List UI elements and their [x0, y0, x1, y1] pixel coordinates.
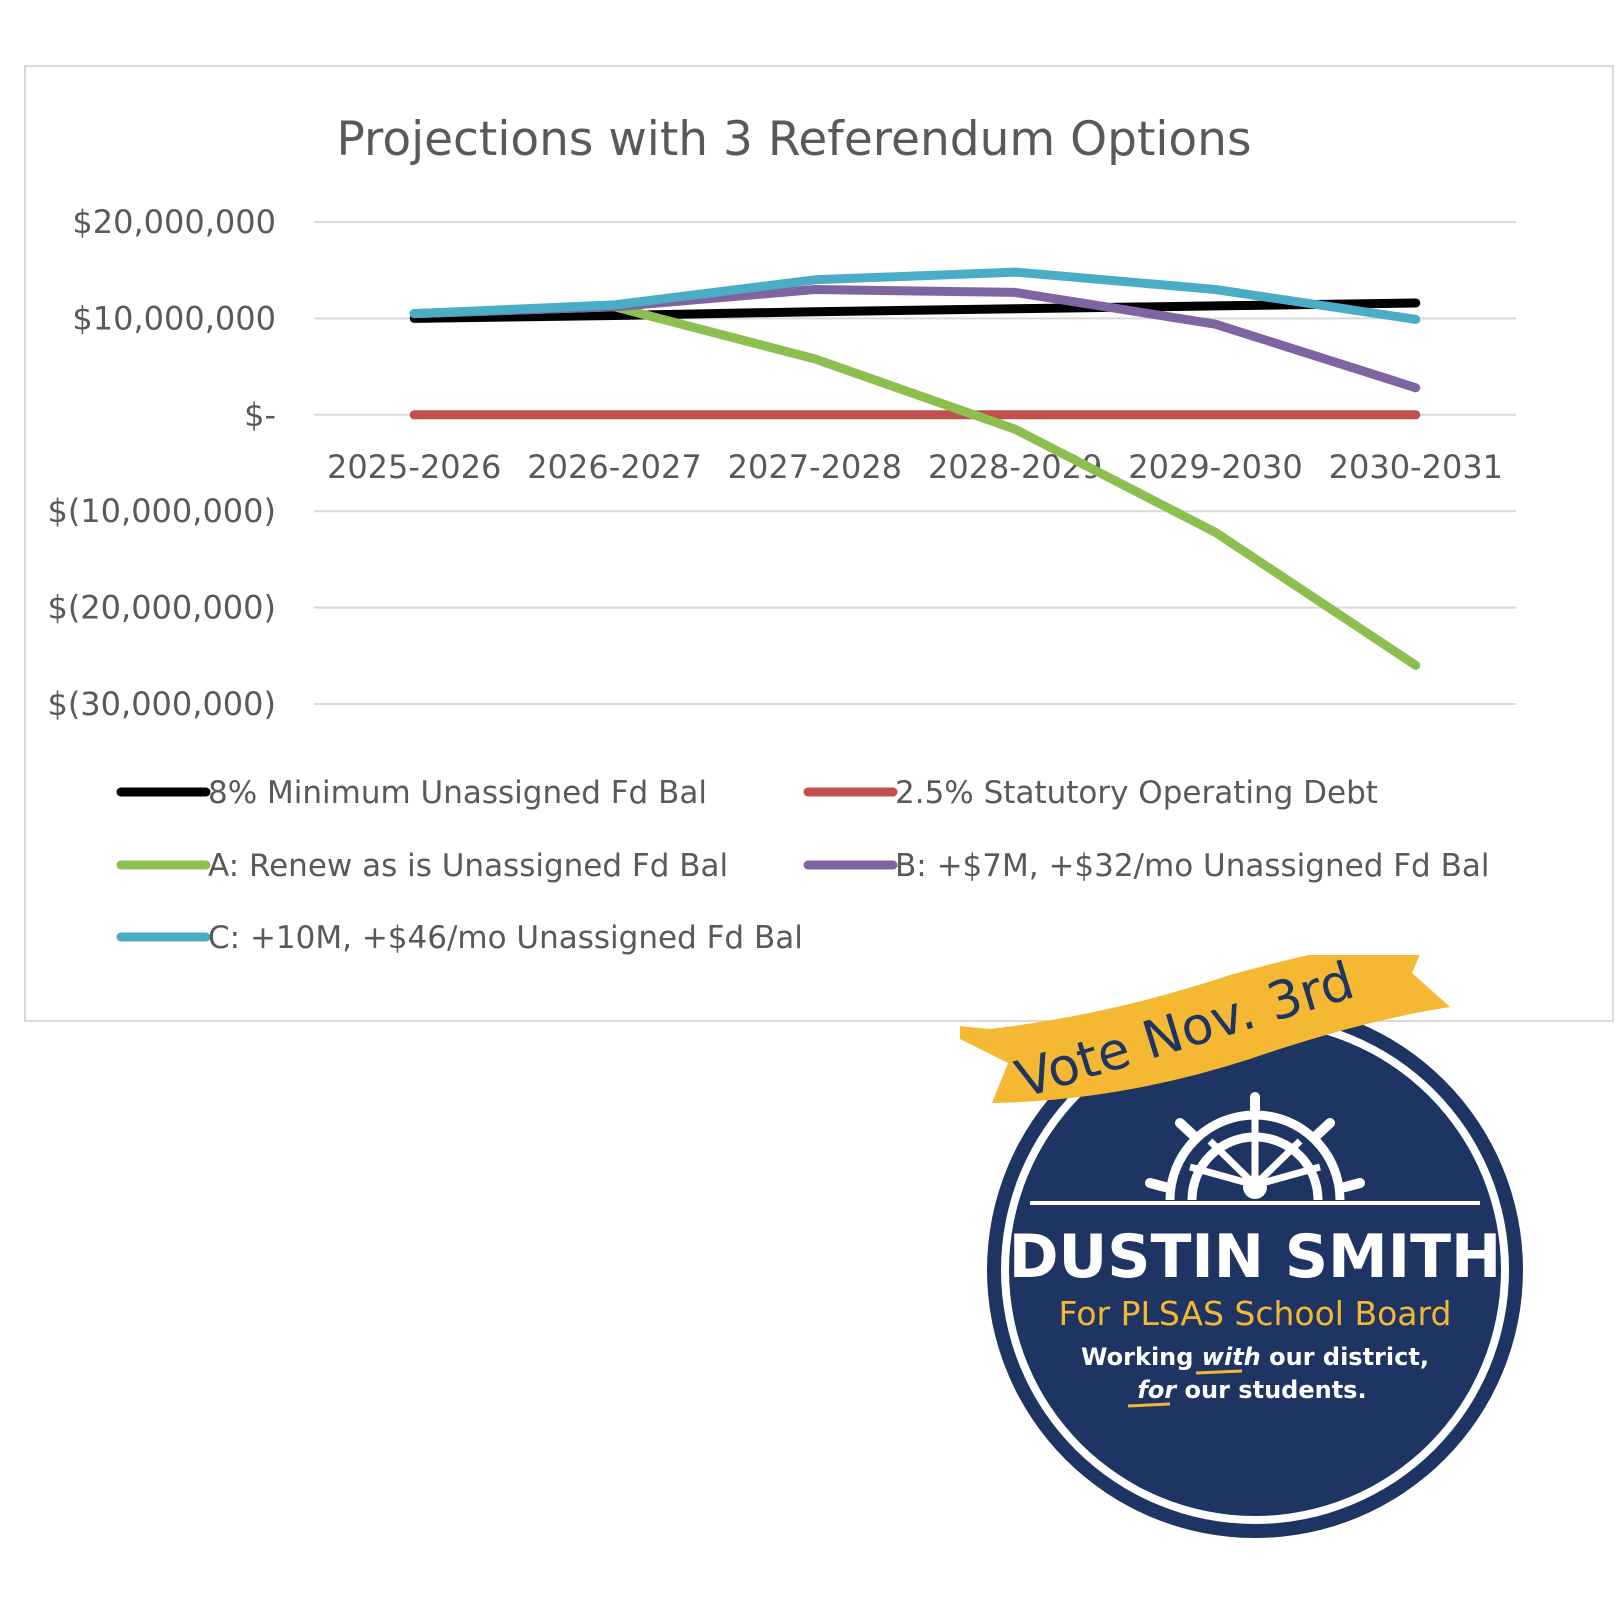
x-tick-label: 2028-2029	[928, 448, 1102, 486]
y-tick-label: $(30,000,000)	[47, 685, 276, 723]
series-lines	[409, 267, 1421, 670]
x-tick-label: 2030-2031	[1329, 448, 1503, 486]
x-tick-label: 2025-2026	[327, 448, 501, 486]
chart-title: Projections with 3 Referendum Options	[337, 112, 1252, 167]
vote-banner	[960, 955, 1450, 1103]
line-chart: Projections with 3 Referendum Options $2…	[47, 112, 1516, 956]
y-tick-label: $(20,000,000)	[47, 589, 276, 627]
legend: 8% Minimum Unassigned Fd Bal 2.5% Statuto…	[116, 775, 1489, 956]
chart-frame: Projections with 3 Referendum Options $2…	[24, 65, 1614, 1022]
legend-label: 2.5% Statutory Operating Debt	[895, 775, 1378, 811]
badge-inner-circle	[1009, 1024, 1501, 1516]
tagline-underline-with	[1195, 1369, 1243, 1375]
x-tick-label: 2026-2027	[527, 448, 701, 486]
y-axis-labels: $20,000,000 $10,000,000 $- $(10,000,000) $(2…	[47, 203, 276, 723]
campaign-badge: DUSTIN SMITH For PLSAS School Board Work…	[960, 955, 1523, 1538]
y-tick-label: $20,000,000	[72, 203, 276, 241]
y-tick-label: $-	[244, 396, 276, 434]
y-tick-label: $(10,000,000)	[47, 492, 276, 530]
legend-label: C: +10M, +$46/mo Unassigned Fd Bal	[208, 920, 803, 956]
x-tick-label: 2029-2030	[1128, 448, 1302, 486]
series-line-3	[409, 302, 1421, 670]
series-line-5	[409, 267, 1421, 324]
tagline-line-2: for our students.	[1137, 1376, 1366, 1404]
legend-label: A: Renew as is Unassigned Fd Bal	[208, 848, 728, 884]
ship-wheel-icon	[1145, 1092, 1365, 1201]
candidate-name: DUSTIN SMITH	[1009, 1222, 1501, 1292]
x-axis-labels: 2025-2026 2026-2027 2027-2028 2028-2029 2029…	[327, 448, 1503, 486]
legend-label: B: +$7M, +$32/mo Unassigned Fd Bal	[895, 848, 1489, 884]
tagline-underline-for	[1127, 1402, 1171, 1408]
candidate-subtitle: For PLSAS School Board	[1059, 1294, 1452, 1333]
legend-label: 8% Minimum Unassigned Fd Bal	[208, 775, 707, 811]
series-line-1	[409, 298, 1421, 323]
tagline-line-1: Working with our district,	[1081, 1343, 1429, 1371]
y-tick-label: $10,000,000	[72, 299, 276, 337]
x-tick-label: 2027-2028	[728, 448, 902, 486]
